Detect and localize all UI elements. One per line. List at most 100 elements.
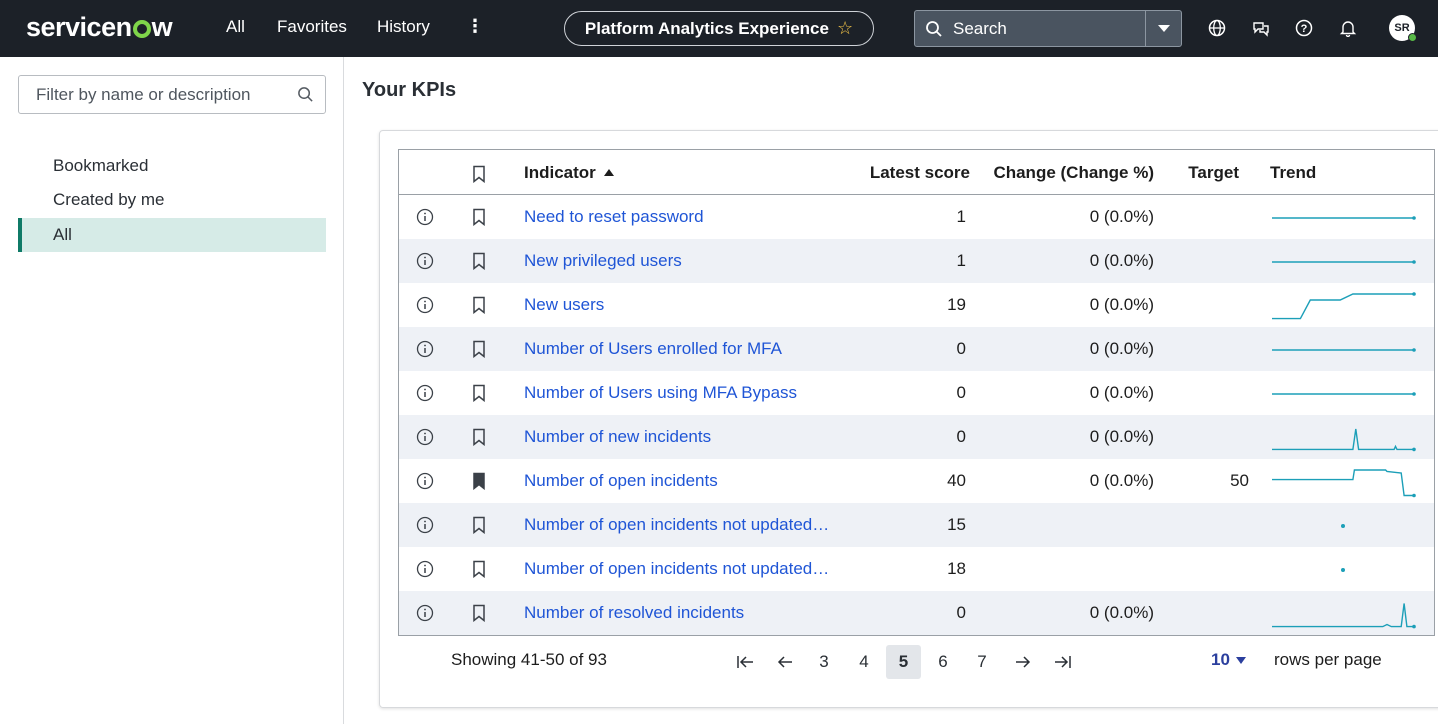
info-icon[interactable]	[416, 384, 434, 402]
trend-sparkline	[1272, 603, 1416, 629]
star-icon[interactable]: ☆	[836, 18, 854, 38]
latest-score: 1	[956, 207, 966, 226]
servicenow-logo[interactable]: servicen w	[26, 12, 173, 43]
column-header-indicator[interactable]: Indicator	[524, 163, 614, 183]
logo-text-b: w	[151, 12, 173, 42]
sidebar-item-bookmarked[interactable]: Bookmarked	[53, 156, 149, 175]
filter-placeholder: Filter by name or description	[36, 84, 251, 104]
column-header-change[interactable]: Change (Change %)	[993, 163, 1154, 182]
bookmark-icon[interactable]	[472, 384, 486, 402]
column-header-trend: Trend	[1270, 163, 1317, 182]
trend-point	[1412, 624, 1416, 629]
more-menu-icon[interactable]: ⋮	[466, 16, 484, 36]
indicator-link[interactable]: Need to reset password	[524, 207, 704, 226]
nav-history[interactable]: History	[377, 17, 430, 36]
page-4[interactable]: 4	[859, 652, 869, 671]
previous-page-icon[interactable]	[774, 645, 796, 679]
bookmark-icon[interactable]	[472, 472, 486, 490]
column-header-latest-score[interactable]: Latest score	[869, 163, 970, 182]
svg-text:?: ?	[1301, 23, 1308, 35]
page-6[interactable]: 6	[938, 652, 948, 671]
workspace-pill[interactable]: Platform Analytics Experience ☆	[564, 11, 874, 46]
info-icon[interactable]	[416, 252, 434, 270]
first-page-icon[interactable]	[734, 645, 756, 679]
bookmark-icon[interactable]	[472, 516, 486, 534]
bookmark-icon[interactable]	[472, 340, 486, 358]
chevron-down-icon	[1235, 656, 1246, 664]
notification-bell-icon[interactable]	[1338, 18, 1358, 38]
indicator-link[interactable]: Number of Users enrolled for MFA	[524, 339, 782, 358]
help-icon[interactable]: ?	[1294, 18, 1314, 38]
search-label: Search	[953, 18, 1007, 38]
trend-sparkline	[1272, 469, 1416, 498]
globe-icon[interactable]	[1207, 18, 1227, 38]
chat-icon[interactable]	[1251, 18, 1271, 38]
bookmark-header-icon	[473, 165, 485, 183]
indicator-link[interactable]: Number of open incidents not updated…	[524, 515, 830, 534]
info-icon[interactable]	[416, 560, 434, 578]
trend-point	[1412, 493, 1416, 498]
trend-line	[1272, 603, 1414, 628]
next-page-icon[interactable]	[1012, 645, 1034, 679]
trend-sparkline	[1272, 260, 1416, 264]
indicator-link[interactable]: Number of open incidents not updated…	[524, 559, 830, 578]
change-value: 0 (0.0%)	[1089, 603, 1154, 622]
column-header-target[interactable]: Target	[1188, 163, 1239, 182]
info-icon[interactable]	[416, 516, 434, 534]
bookmark-icon[interactable]	[472, 604, 486, 622]
indicator-link[interactable]: Number of open incidents	[524, 471, 718, 490]
info-icon[interactable]	[416, 296, 434, 314]
page-3[interactable]: 3	[819, 652, 829, 671]
bookmark-icon[interactable]	[472, 560, 486, 578]
table-row: Number of new incidents 0 0 (0.0%)	[399, 415, 1434, 459]
trend-sparkline	[1272, 392, 1416, 396]
top-bar: servicen w All Favorites History ⋮ Platfo…	[0, 0, 1438, 57]
info-icon[interactable]	[416, 428, 434, 446]
latest-score: 0	[956, 603, 966, 622]
indicator-link[interactable]: Number of Users using MFA Bypass	[524, 383, 798, 402]
change-value: 0 (0.0%)	[1089, 339, 1154, 358]
user-avatar[interactable]: SR	[1389, 15, 1417, 42]
sidebar-item-created-by-me[interactable]: Created by me	[53, 190, 165, 209]
indicator-link[interactable]: Number of new incidents	[524, 427, 712, 446]
info-icon[interactable]	[416, 208, 434, 226]
target-value: 50	[1230, 471, 1249, 490]
indicator-link[interactable]: New privileged users	[524, 251, 682, 270]
trend-line	[1272, 293, 1414, 320]
logo-text-a: servicen	[26, 12, 132, 42]
info-icon[interactable]	[416, 340, 434, 358]
kpi-card	[379, 130, 1438, 708]
search-icon	[915, 20, 953, 38]
indicator-link[interactable]: New users	[524, 295, 605, 314]
bookmark-icon[interactable]	[472, 252, 486, 270]
sidebar-item-all[interactable]: All	[18, 218, 326, 252]
latest-score: 19	[947, 295, 966, 314]
bookmark-icon[interactable]	[472, 296, 486, 314]
trend-sparkline	[1272, 292, 1416, 320]
table-row: Number of open incidents not updated… 18	[399, 547, 1434, 591]
change-value: 0 (0.0%)	[1089, 427, 1154, 446]
global-search[interactable]: Search	[914, 10, 1182, 47]
latest-score: 0	[956, 383, 966, 402]
table-row: Number of Users using MFA Bypass 0 0 (0.0%…	[399, 371, 1434, 415]
nav-all[interactable]: All	[226, 17, 245, 36]
change-value: 0 (0.0%)	[1089, 251, 1154, 270]
last-page-icon[interactable]	[1052, 645, 1074, 679]
info-icon[interactable]	[416, 604, 434, 622]
trend-line	[1272, 469, 1414, 497]
info-icon[interactable]	[416, 472, 434, 490]
trend-point	[1412, 447, 1416, 452]
trend-sparkline	[1272, 216, 1416, 220]
bookmark-icon[interactable]	[472, 428, 486, 446]
page-5-current[interactable]: 5	[886, 645, 921, 679]
search-dropdown-icon[interactable]	[1145, 11, 1181, 46]
logo-o	[132, 20, 151, 38]
bookmark-icon[interactable]	[472, 208, 486, 226]
nav-favorites[interactable]: Favorites	[277, 17, 347, 36]
pagination-summary: Showing 41-50 of 93	[451, 650, 607, 669]
indicator-link[interactable]: Number of resolved incidents	[524, 603, 745, 622]
rows-per-page-select[interactable]: 10	[1211, 650, 1246, 670]
filter-input[interactable]: Filter by name or description	[18, 75, 326, 114]
workspace-title: Platform Analytics Experience	[584, 18, 829, 38]
page-7[interactable]: 7	[977, 652, 987, 671]
